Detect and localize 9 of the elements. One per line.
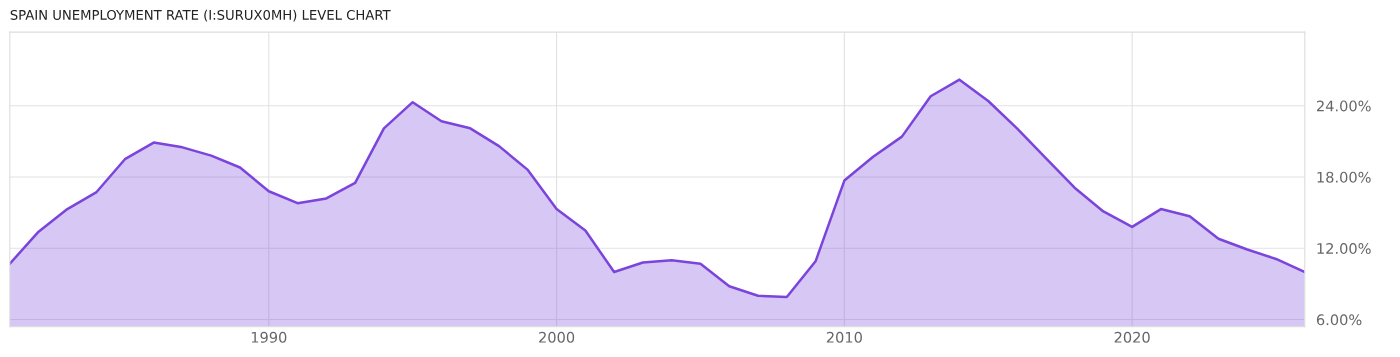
chart-title: SPAIN UNEMPLOYMENT RATE (I:SURUX0MH) LEVEL CHART: [10, 9, 391, 22]
x-tick-label: 2020: [1114, 331, 1150, 343]
y-tick-label: 24.00%: [1316, 100, 1371, 112]
y-tick-label: 12.00%: [1317, 242, 1371, 255]
y-tick-label: 6.00%: [1316, 314, 1362, 326]
x-tick-label: 1990: [251, 331, 287, 343]
x-tick-label: 2000: [539, 331, 575, 343]
x-tick-label: 2010: [826, 331, 862, 343]
y-tick-label: 18.00%: [1317, 171, 1371, 183]
